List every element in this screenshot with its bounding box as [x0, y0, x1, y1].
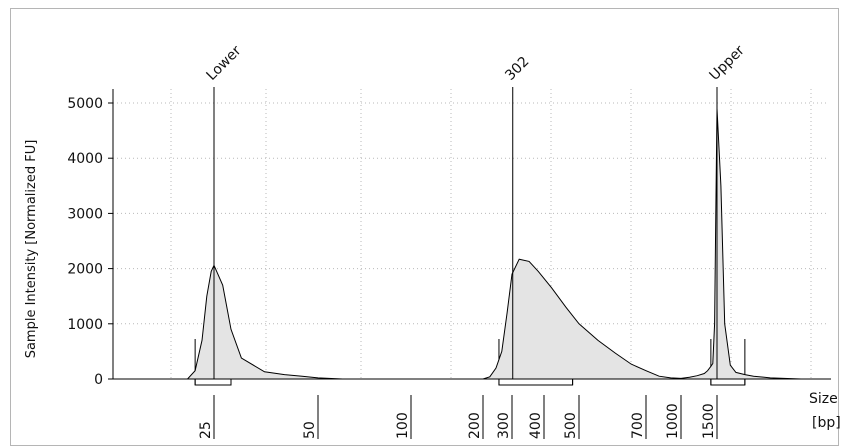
- x-axis-unit: [bp]: [812, 415, 840, 431]
- y-tick-label: 4000: [67, 151, 103, 167]
- x-tick-label: 400: [528, 412, 544, 439]
- y-tick-label: 5000: [67, 96, 103, 112]
- y-tick-label: 3000: [67, 206, 103, 222]
- y-tick-label: 0: [94, 372, 103, 388]
- x-tick-label: 100: [395, 412, 411, 439]
- x-tick-label: 1000: [665, 403, 681, 439]
- y-tick-label: 1000: [67, 317, 103, 333]
- trace-area: [151, 108, 829, 380]
- integration-region: [194, 378, 232, 386]
- peak-marker-label: 302: [502, 54, 532, 84]
- x-tick-label: 50: [302, 421, 318, 439]
- x-tick-label: 200: [467, 412, 483, 439]
- y-axis-label: Sample Intensity [Normalized FU]: [24, 140, 39, 359]
- x-tick-label: 1500: [701, 403, 717, 439]
- chart-frame: Lower 302 Upper 0 1000 2000 3000 4000 5000 25 50 1…: [10, 8, 840, 446]
- x-tick-label: 500: [563, 412, 579, 439]
- x-axis-label: Size: [809, 391, 838, 407]
- trace-layer: [151, 108, 829, 380]
- grid-lines: [113, 89, 827, 379]
- x-tick-label: 700: [630, 412, 646, 439]
- peak-markers: Lower 302 Upper: [204, 42, 748, 379]
- integration-region: [498, 378, 574, 386]
- peak-marker-label: Lower: [204, 43, 245, 84]
- integration-region: [710, 378, 746, 386]
- electropherogram-chart: Lower 302 Upper 0 1000 2000 3000 4000 5000 25 50 1…: [24, 42, 840, 439]
- x-tick-label: 25: [198, 421, 214, 439]
- y-tick-label: 2000: [67, 262, 103, 278]
- x-tick-label: 300: [496, 412, 512, 439]
- peak-marker-label: Upper: [707, 42, 748, 83]
